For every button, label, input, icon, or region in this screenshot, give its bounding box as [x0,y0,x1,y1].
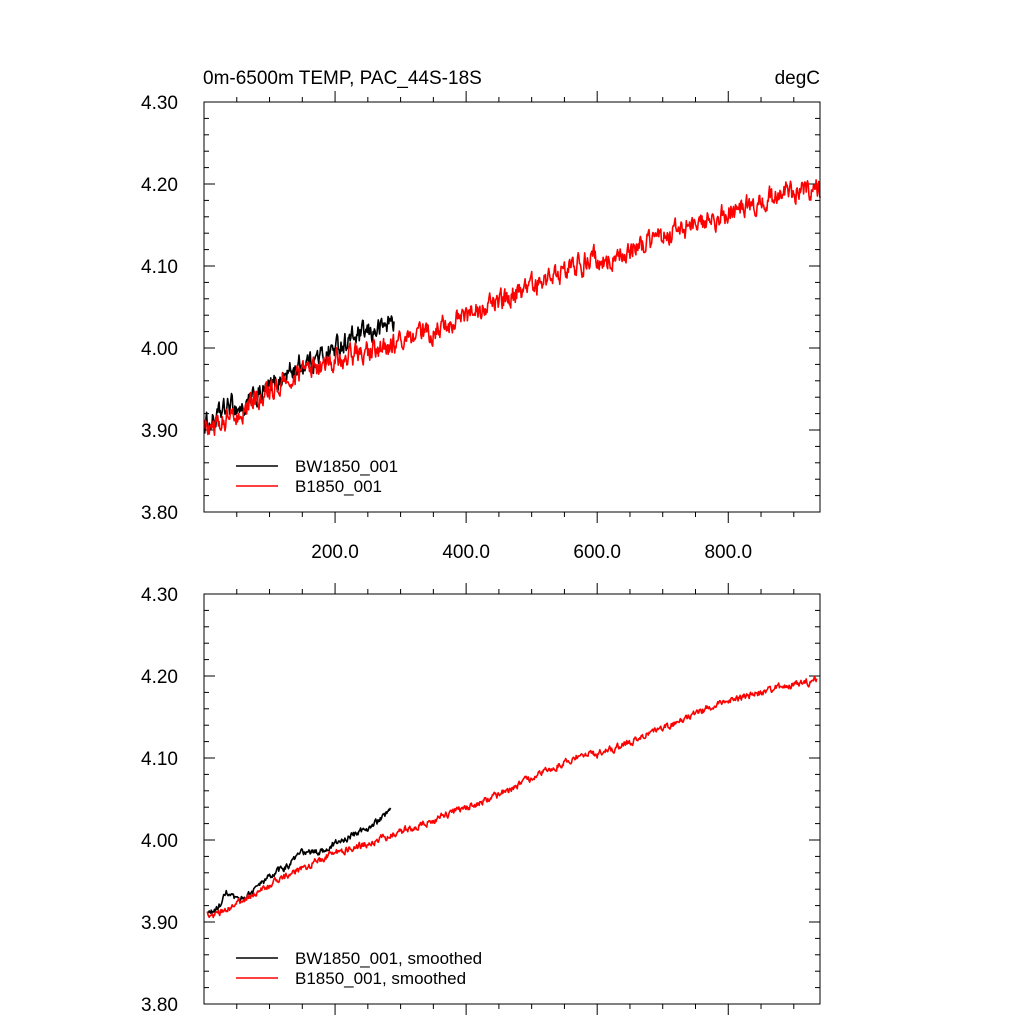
series-group [203,179,821,437]
y-tick-label: 4.30 [141,93,178,114]
y-tick-label: 3.90 [141,913,178,934]
plot-frame [203,593,821,1005]
x-axis-labels: 200.0 400.0 600.0 800.0 [311,542,752,563]
y-tick-label: 4.30 [141,585,178,606]
top-panel: 0m-6500m TEMP, PAC_44S-18S degC 3.80 3.90… [141,68,821,563]
units-label: degC [775,68,820,89]
y-tick-label: 4.10 [141,749,178,770]
y-axis-labels: 3.80 3.90 4.00 4.10 4.20 4.30 [141,585,178,1016]
y-tick-label: 4.20 [141,667,178,688]
plot-frame [203,101,821,513]
legend-label: B1850_001, smoothed [295,969,466,988]
legend-label: B1850_001 [295,477,382,496]
y-axis-labels: 3.80 3.90 4.00 4.10 4.20 4.30 [141,93,178,524]
x-tick-label: 200.0 [311,542,359,563]
series-line-bw1850-001-smoothed [206,807,392,914]
chart-title: 0m-6500m TEMP, PAC_44S-18S [203,68,482,89]
series-line-b1850-001-smoothed [206,675,818,919]
x-tick-label: 400.0 [442,542,490,563]
y-tick-label: 3.80 [141,503,178,524]
legend-label: BW1850_001 [295,457,398,476]
series-line-bw1850-001 [203,315,395,435]
x-tick-label: 800.0 [704,542,752,563]
legend-label: BW1850_001, smoothed [295,949,482,968]
series-line-b1850-001 [203,179,821,437]
y-tick-label: 3.80 [141,995,178,1016]
y-tick-label: 4.00 [141,339,178,360]
x-tick-label: 600.0 [573,542,621,563]
y-tick-label: 4.10 [141,257,178,278]
series-group [206,675,818,919]
y-tick-label: 4.00 [141,831,178,852]
y-tick-label: 3.90 [141,421,178,442]
y-tick-label: 4.20 [141,175,178,196]
bottom-panel: 3.80 3.90 4.00 4.10 4.20 4.30 BW1850_001, smo… [141,583,821,1016]
